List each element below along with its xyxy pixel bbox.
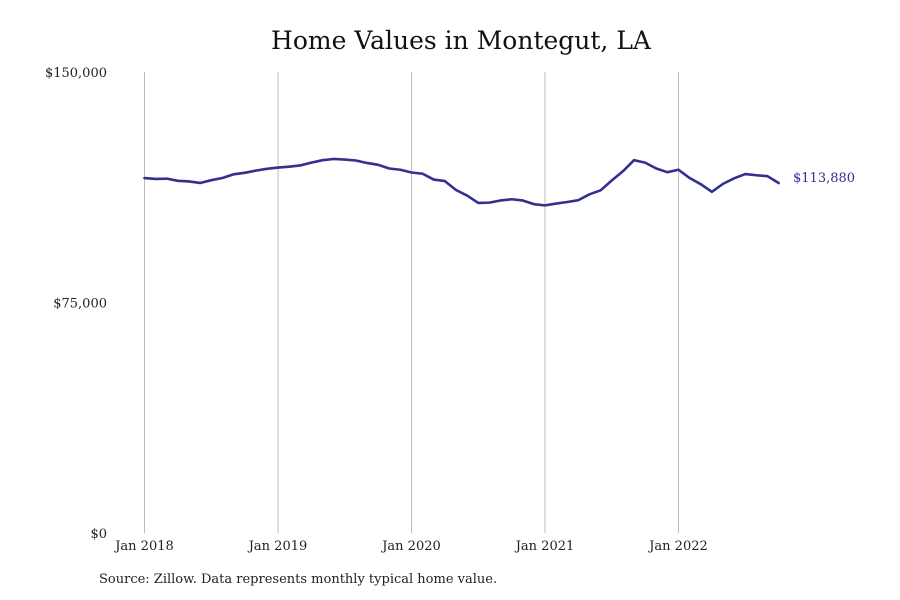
x-tick-label: Jan 2019: [247, 539, 308, 554]
x-tick-label: Jan 2020: [380, 539, 441, 554]
y-tick-label: $75,000: [53, 297, 107, 312]
x-tick-label: Jan 2022: [647, 539, 708, 554]
x-tick-label: Jan 2021: [514, 539, 575, 554]
grid-lines: [144, 72, 679, 533]
axis-labels: Jan 2018 Jan 2019 Jan 2020 Jan 2021 Jan 2022…: [45, 66, 708, 554]
y-tick-label: $150,000: [45, 66, 107, 81]
chart-title: Home Values in Montegut, LA: [271, 26, 651, 55]
series-line: [143, 157, 780, 207]
y-tick-label: $0: [90, 527, 107, 542]
end-value-label: $113,880: [793, 171, 855, 186]
x-tick-label: Jan 2018: [113, 539, 174, 554]
source-note: Source: Zillow. Data represents monthly …: [99, 572, 498, 587]
series-layer: $113,880: [143, 157, 855, 207]
